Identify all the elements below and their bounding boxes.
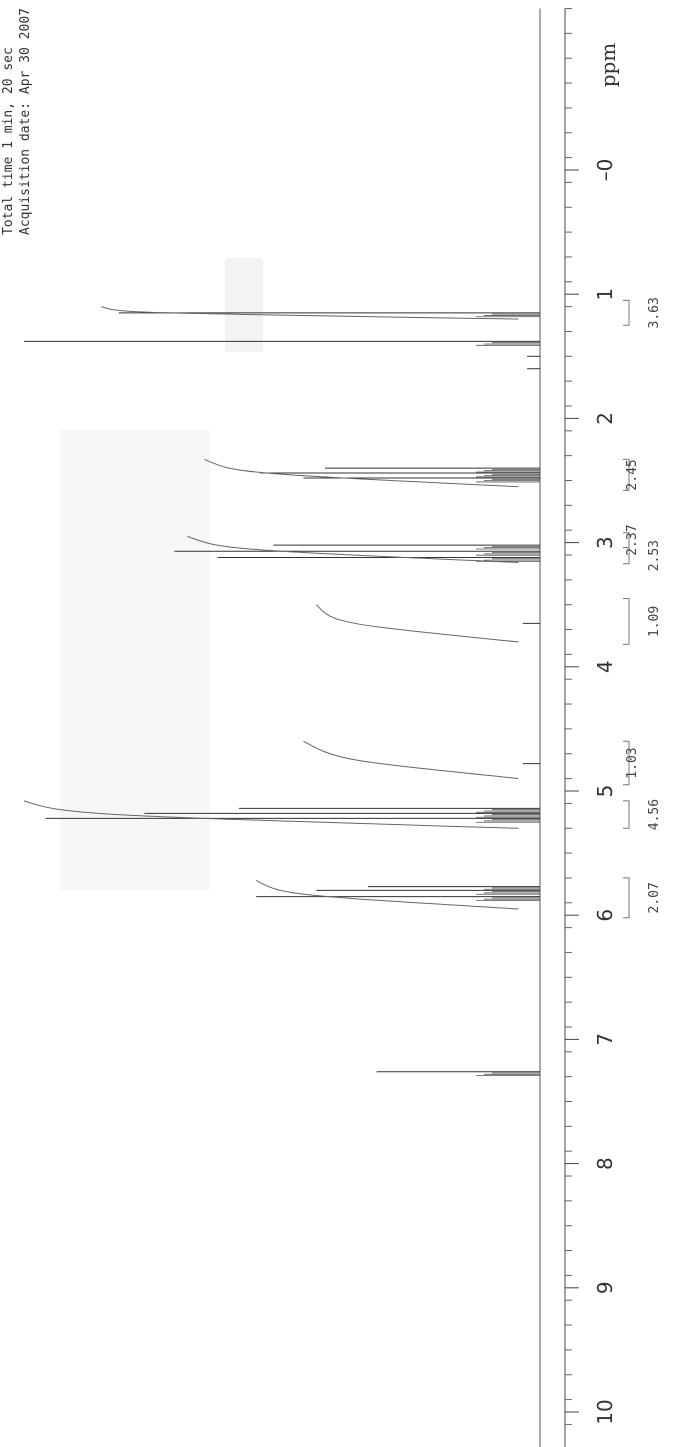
- integral-label-2: 1.03: [625, 747, 640, 778]
- tick-labels: 10 9 8 7 6 5 4 3 2 1 –0: [593, 159, 617, 1425]
- integral-label-4: 2.53: [647, 540, 662, 571]
- minor-ticks: [565, 8, 572, 1425]
- tick-label-7: 7: [593, 1033, 617, 1046]
- integral-label-5: 2.37: [625, 524, 640, 555]
- tick-label-3: 3: [593, 536, 617, 549]
- integral-curve-1: [23, 800, 519, 829]
- tick-label-2: 2: [593, 412, 617, 425]
- tick-label-5: 5: [593, 785, 617, 798]
- integral-bracket-3: [623, 598, 630, 645]
- scan-shade-2: [60, 430, 210, 890]
- integral-curve-5: [204, 458, 519, 488]
- integral-curve-4: [187, 535, 519, 563]
- integral-label-7: 3.63: [647, 297, 662, 328]
- tick-label-10: 10: [593, 1399, 617, 1424]
- integral-curves: [23, 306, 519, 910]
- tick-label-6: 6: [593, 909, 617, 922]
- scan-shade-1: [225, 258, 263, 352]
- header-line-0: Total time 1 min, 20 sec: [1, 47, 16, 235]
- integral-bracket-1: [623, 800, 630, 829]
- integral-label-1: 4.56: [647, 799, 662, 830]
- integral-bracket-0: [623, 877, 630, 919]
- header-text-group: Total time 1 min, 20 sec Acquisition date…: [1, 8, 33, 235]
- axis-unit-label: ppm: [596, 43, 620, 88]
- integral-label-3: 1.09: [647, 606, 662, 637]
- integral-curve-3: [316, 604, 519, 643]
- tick-label-8: 8: [593, 1157, 617, 1170]
- integral-curve-6: [101, 306, 519, 320]
- major-ticks: [565, 169, 579, 1413]
- integral-labels: 2.07 4.56 1.03 1.09 2.53 2.37 2.45 3.63: [625, 297, 662, 913]
- tick-label-4: 4: [593, 660, 617, 673]
- integral-curve-0: [255, 879, 519, 910]
- integral-label-6: 2.45: [625, 459, 640, 490]
- integral-bracket-6: [623, 458, 630, 491]
- integral-bracket-5: [623, 532, 630, 549]
- spectrum-peaks: [24, 312, 540, 1076]
- tick-label-1: 1: [593, 288, 617, 301]
- tick-label-0: –0: [593, 159, 617, 182]
- integral-label-0: 2.07: [647, 882, 662, 913]
- integral-bracket-2: [623, 740, 630, 786]
- tick-label-9: 9: [593, 1281, 617, 1294]
- integral-brackets: [623, 299, 630, 919]
- integral-curve-2: [303, 740, 519, 780]
- integral-bracket-7: [623, 299, 630, 326]
- header-line-1: Acquisition date: Apr 30 2007: [18, 8, 33, 235]
